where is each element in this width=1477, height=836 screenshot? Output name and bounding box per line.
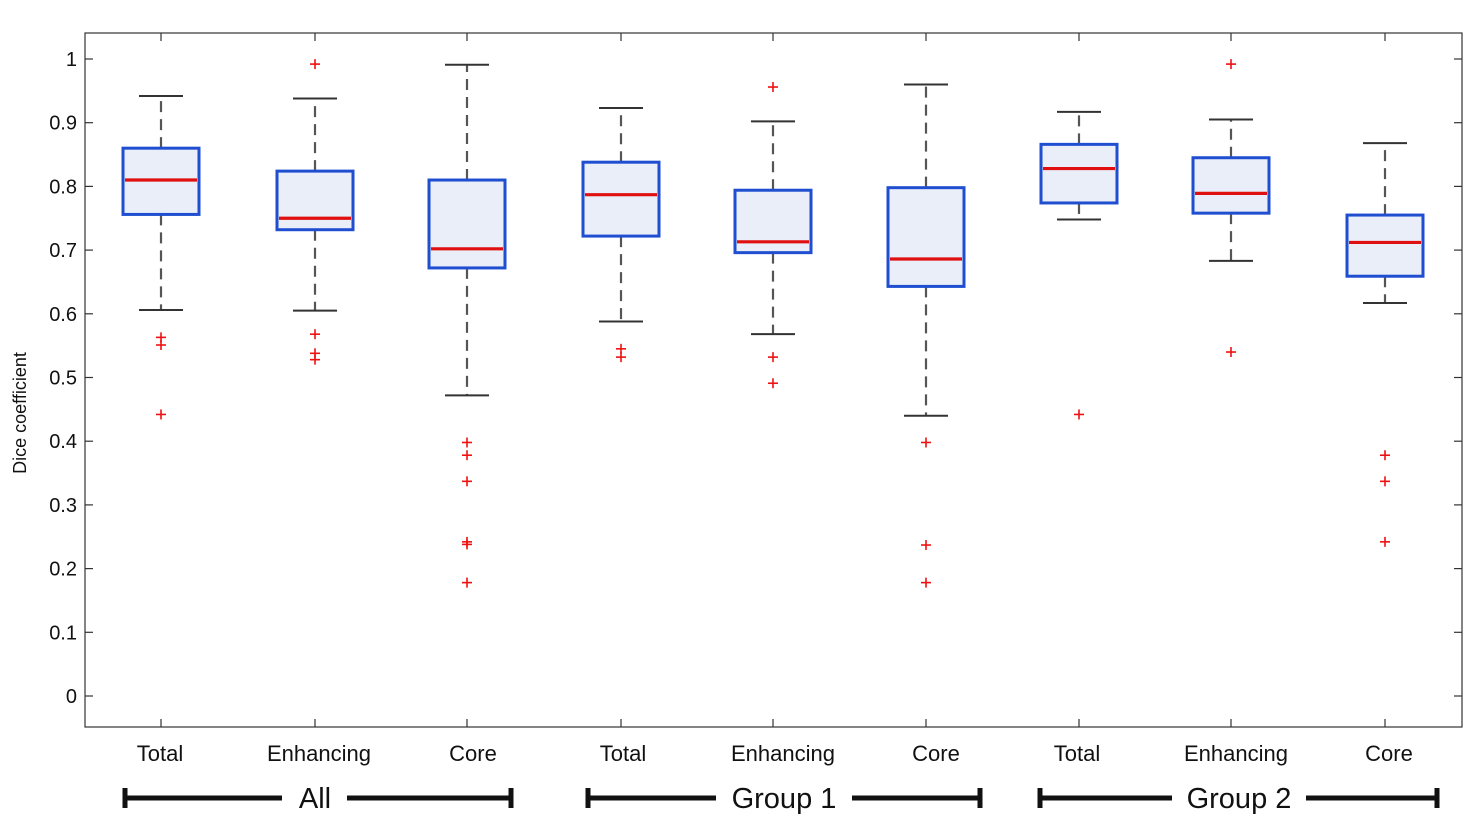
outlier-marker xyxy=(1226,347,1236,358)
group-label: Group 2 xyxy=(1187,783,1292,815)
iqr-box xyxy=(1345,213,1425,278)
outlier-marker xyxy=(310,59,320,70)
iqr-box xyxy=(1191,156,1271,215)
category-label: Core xyxy=(912,741,960,766)
y-tick-label: 0.8 xyxy=(49,176,77,198)
outlier-marker xyxy=(462,450,472,461)
group-bracket-2: Group 1 xyxy=(585,783,983,815)
group-label: All xyxy=(299,783,331,815)
y-tick-label: 0 xyxy=(66,686,77,708)
box-6 xyxy=(886,83,966,588)
outlier-marker xyxy=(310,354,320,365)
category-label: Core xyxy=(1365,741,1413,766)
category-label: Total xyxy=(137,741,183,766)
box-9 xyxy=(1345,142,1425,547)
group-bracket-1: All xyxy=(122,783,514,815)
outlier-marker xyxy=(462,437,472,448)
outlier-marker xyxy=(921,437,931,448)
y-tick-label: 0.9 xyxy=(49,113,77,135)
iqr-box xyxy=(427,178,507,270)
iqr-box xyxy=(886,186,966,288)
outlier-marker xyxy=(156,340,166,351)
outlier-marker xyxy=(1074,409,1084,420)
category-label: Core xyxy=(449,741,497,766)
y-tick-label: 0.5 xyxy=(49,368,77,390)
box-8 xyxy=(1191,59,1271,358)
outlier-marker xyxy=(1380,536,1390,547)
outlier-marker xyxy=(310,329,320,340)
outlier-marker xyxy=(768,82,778,93)
y-tick-label: 0.6 xyxy=(49,304,77,326)
box-4 xyxy=(581,107,661,363)
y-tick-label: 0.2 xyxy=(49,559,77,581)
y-tick-label: 0.3 xyxy=(49,495,77,517)
group-label: Group 1 xyxy=(732,783,837,815)
iqr-box xyxy=(275,169,355,232)
iqr-box xyxy=(1039,142,1119,205)
outlier-marker xyxy=(1380,476,1390,487)
outlier-marker xyxy=(768,352,778,363)
outlier-marker xyxy=(616,352,626,363)
category-label: Enhancing xyxy=(267,741,371,766)
outlier-marker xyxy=(462,577,472,588)
outlier-marker xyxy=(1380,450,1390,461)
y-tick-label: 1 xyxy=(66,49,77,71)
group-bracket-3: Group 2 xyxy=(1037,783,1440,815)
outlier-marker xyxy=(921,540,931,551)
category-label: Total xyxy=(600,741,646,766)
outlier-marker xyxy=(768,378,778,389)
outlier-marker xyxy=(921,577,931,588)
category-labels: Total Enhancing Core Total Enhancing Core Tota… xyxy=(137,741,1413,766)
outlier-marker xyxy=(462,476,472,487)
box-3 xyxy=(427,63,507,588)
box-series xyxy=(121,59,1425,588)
y-tick-label: 0.1 xyxy=(49,622,77,644)
box-2 xyxy=(275,59,355,365)
outlier-marker xyxy=(1226,59,1236,70)
outlier-marker xyxy=(462,539,472,550)
y-tick-label: 0.4 xyxy=(49,431,77,453)
y-tick-label: 0.7 xyxy=(49,240,77,262)
y-axis-label: Dice coefficient xyxy=(10,352,30,474)
category-label: Enhancing xyxy=(731,741,835,766)
outlier-marker xyxy=(156,409,166,420)
iqr-box xyxy=(581,160,661,238)
category-label: Total xyxy=(1054,741,1100,766)
group-brackets: All Group 1 Group 2 xyxy=(122,783,1440,815)
category-label: Enhancing xyxy=(1184,741,1288,766)
axes: 0 0.1 0.2 0.3 0.4 0.5 0.6 0.7 0.8 0.9 1 Dice coeffi… xyxy=(10,32,1463,728)
box-5 xyxy=(733,82,813,389)
box-7 xyxy=(1039,110,1119,420)
box-1 xyxy=(121,94,201,420)
